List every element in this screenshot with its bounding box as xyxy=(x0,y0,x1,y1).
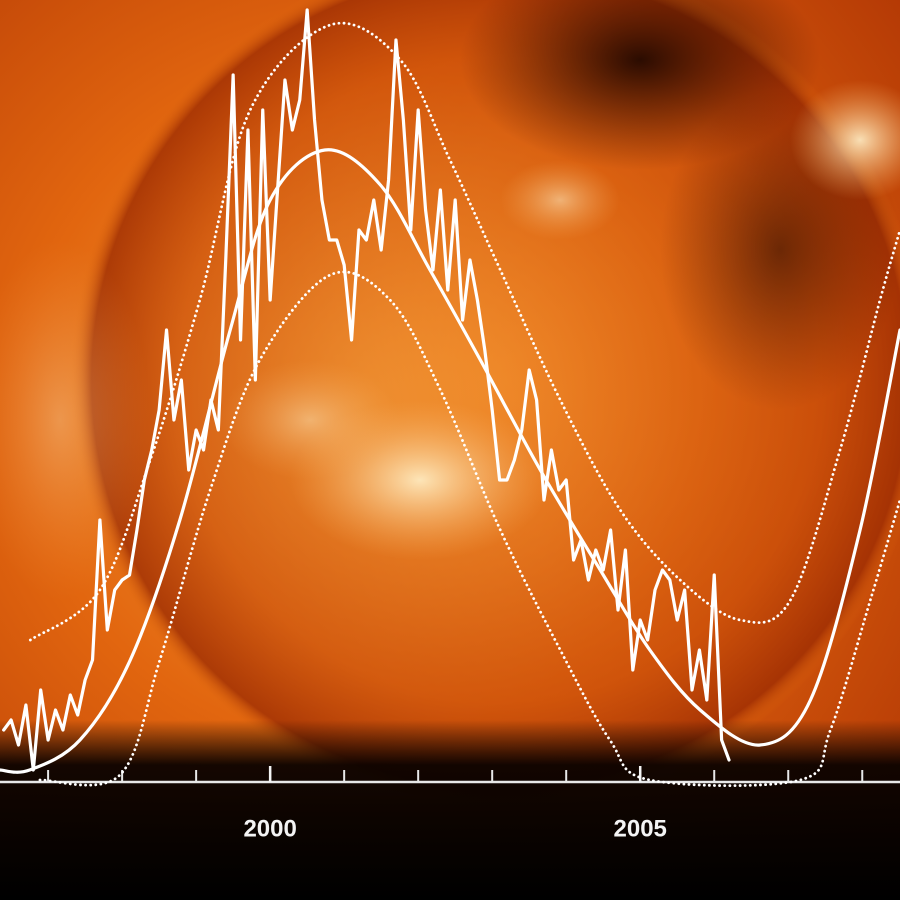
x-tick-label: 2000 xyxy=(243,815,296,842)
data-line xyxy=(0,148,900,774)
bound-line xyxy=(28,21,900,642)
bound-line xyxy=(38,270,900,788)
x-tick-label: 2005 xyxy=(614,815,667,842)
data-line xyxy=(2,8,731,772)
